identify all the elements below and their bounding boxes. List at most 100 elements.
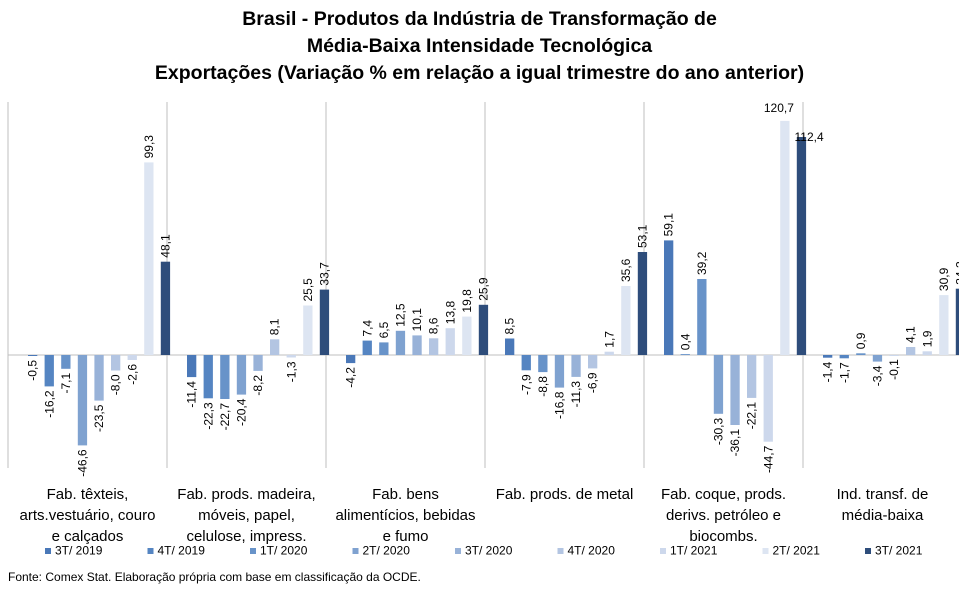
- legend-swatch: [865, 548, 871, 554]
- bar: [346, 355, 356, 364]
- bar: [220, 355, 230, 399]
- bar: [730, 355, 740, 425]
- data-label: -7,9: [519, 374, 533, 395]
- data-label: 19,8: [460, 289, 474, 313]
- legend-entry: 4T/ 2020: [568, 544, 616, 558]
- bar: [604, 351, 614, 355]
- category-label: e fumo: [383, 528, 429, 545]
- bar: [588, 355, 598, 369]
- data-label: 1,7: [602, 331, 616, 348]
- bar: [538, 355, 548, 373]
- bar: [823, 355, 833, 358]
- bar: [680, 354, 690, 355]
- category-label: Fab. prods. madeira,: [177, 486, 315, 503]
- bar: [362, 340, 372, 355]
- bar: [270, 339, 280, 355]
- category-label: Fab. bens: [372, 486, 439, 503]
- bar: [187, 355, 197, 378]
- legend-swatch: [557, 548, 564, 554]
- data-label: -44,7: [761, 445, 775, 473]
- bar: [780, 120, 790, 356]
- bar: [127, 355, 137, 360]
- data-label: 53,1: [635, 224, 649, 248]
- data-label: -36,1: [728, 429, 742, 457]
- legend-swatch: [250, 548, 256, 554]
- category-label: média-baixa: [842, 507, 924, 524]
- data-label: -16,8: [552, 391, 566, 419]
- category-label: alimentícios, bebidas: [335, 507, 475, 524]
- legend-entry: 1T/ 2021: [670, 544, 718, 558]
- category-label: móveis, papel,: [198, 507, 295, 524]
- bar: [462, 316, 472, 355]
- data-label: -20,4: [235, 398, 249, 426]
- legend-entry: 2T/ 2021: [773, 544, 821, 558]
- bar: [253, 355, 263, 371]
- bar: [697, 279, 707, 355]
- data-label: -6,9: [586, 372, 600, 393]
- bar: [61, 355, 71, 369]
- data-label: -11,3: [569, 381, 583, 408]
- data-label: 10,1: [410, 308, 424, 332]
- data-label: -8,8: [536, 376, 550, 397]
- data-label: -30,3: [711, 417, 725, 445]
- bar: [160, 261, 171, 355]
- legend-entry: 1T/ 2020: [260, 544, 308, 558]
- chart-title-line-1: Brasil - Produtos da Indústria de Transf…: [242, 8, 717, 30]
- bar: [395, 330, 406, 355]
- data-label: -2,6: [125, 364, 139, 385]
- bar: [922, 351, 932, 355]
- data-label: -8,0: [109, 374, 123, 395]
- data-label: -3,4: [870, 365, 884, 386]
- bar: [144, 162, 154, 355]
- data-label: -46,6: [76, 449, 90, 477]
- data-label: 0,4: [678, 333, 692, 350]
- legend-swatch: [762, 548, 769, 554]
- bar: [412, 335, 422, 355]
- legend-swatch: [660, 548, 666, 554]
- legend-entry: 3T/ 2021: [875, 544, 923, 558]
- category-label: biocombs.: [689, 528, 757, 545]
- bar: [571, 355, 581, 377]
- bar: [445, 328, 455, 355]
- bar: [796, 137, 807, 355]
- data-label: 34,2: [953, 261, 959, 285]
- data-label: 8,5: [503, 317, 517, 334]
- chart-title-line-3: Exportações (Variação % em relação a igu…: [154, 62, 805, 84]
- bar: [94, 355, 104, 401]
- chart-title-line-2: Média-Baixa Intensidade Tecnológica: [306, 35, 653, 57]
- data-label: -1,4: [821, 361, 835, 382]
- bar: [637, 252, 648, 355]
- bar: [286, 355, 296, 358]
- legend-swatch: [352, 548, 359, 554]
- bar: [664, 240, 674, 355]
- bar: [856, 353, 866, 355]
- category-label: e calçados: [52, 528, 124, 545]
- bar: [713, 355, 724, 414]
- data-label: -22,7: [218, 403, 232, 431]
- data-label: 33,7: [317, 262, 331, 286]
- data-label: 25,5: [301, 278, 315, 302]
- bar: [28, 355, 38, 356]
- source-note: Fonte: Comex Stat. Elaboração própria co…: [8, 570, 421, 584]
- bar: [429, 338, 439, 355]
- bar: [77, 355, 88, 446]
- data-label: 6,5: [377, 321, 391, 338]
- data-label: 0,9: [854, 332, 868, 349]
- data-label: 35,6: [619, 258, 633, 282]
- bar: [906, 347, 916, 355]
- legend-entry: 3T/ 2020: [465, 544, 513, 558]
- data-label: -8,2: [251, 375, 265, 396]
- bar: [203, 355, 213, 399]
- data-label: 30,9: [937, 267, 951, 291]
- data-label: 112,4: [795, 130, 824, 144]
- data-label: -7,1: [59, 372, 73, 393]
- category-label: arts.vestuário, couro: [20, 507, 156, 524]
- data-label: 99,3: [142, 135, 156, 159]
- category-label: derivs. petróleo e: [666, 507, 781, 524]
- chart-title: Brasil - Produtos da Indústria de Transf…: [0, 6, 959, 87]
- data-label: -4,2: [344, 367, 358, 388]
- bar: [44, 355, 54, 387]
- data-label: 13,8: [443, 301, 457, 325]
- data-label: 8,1: [268, 318, 282, 335]
